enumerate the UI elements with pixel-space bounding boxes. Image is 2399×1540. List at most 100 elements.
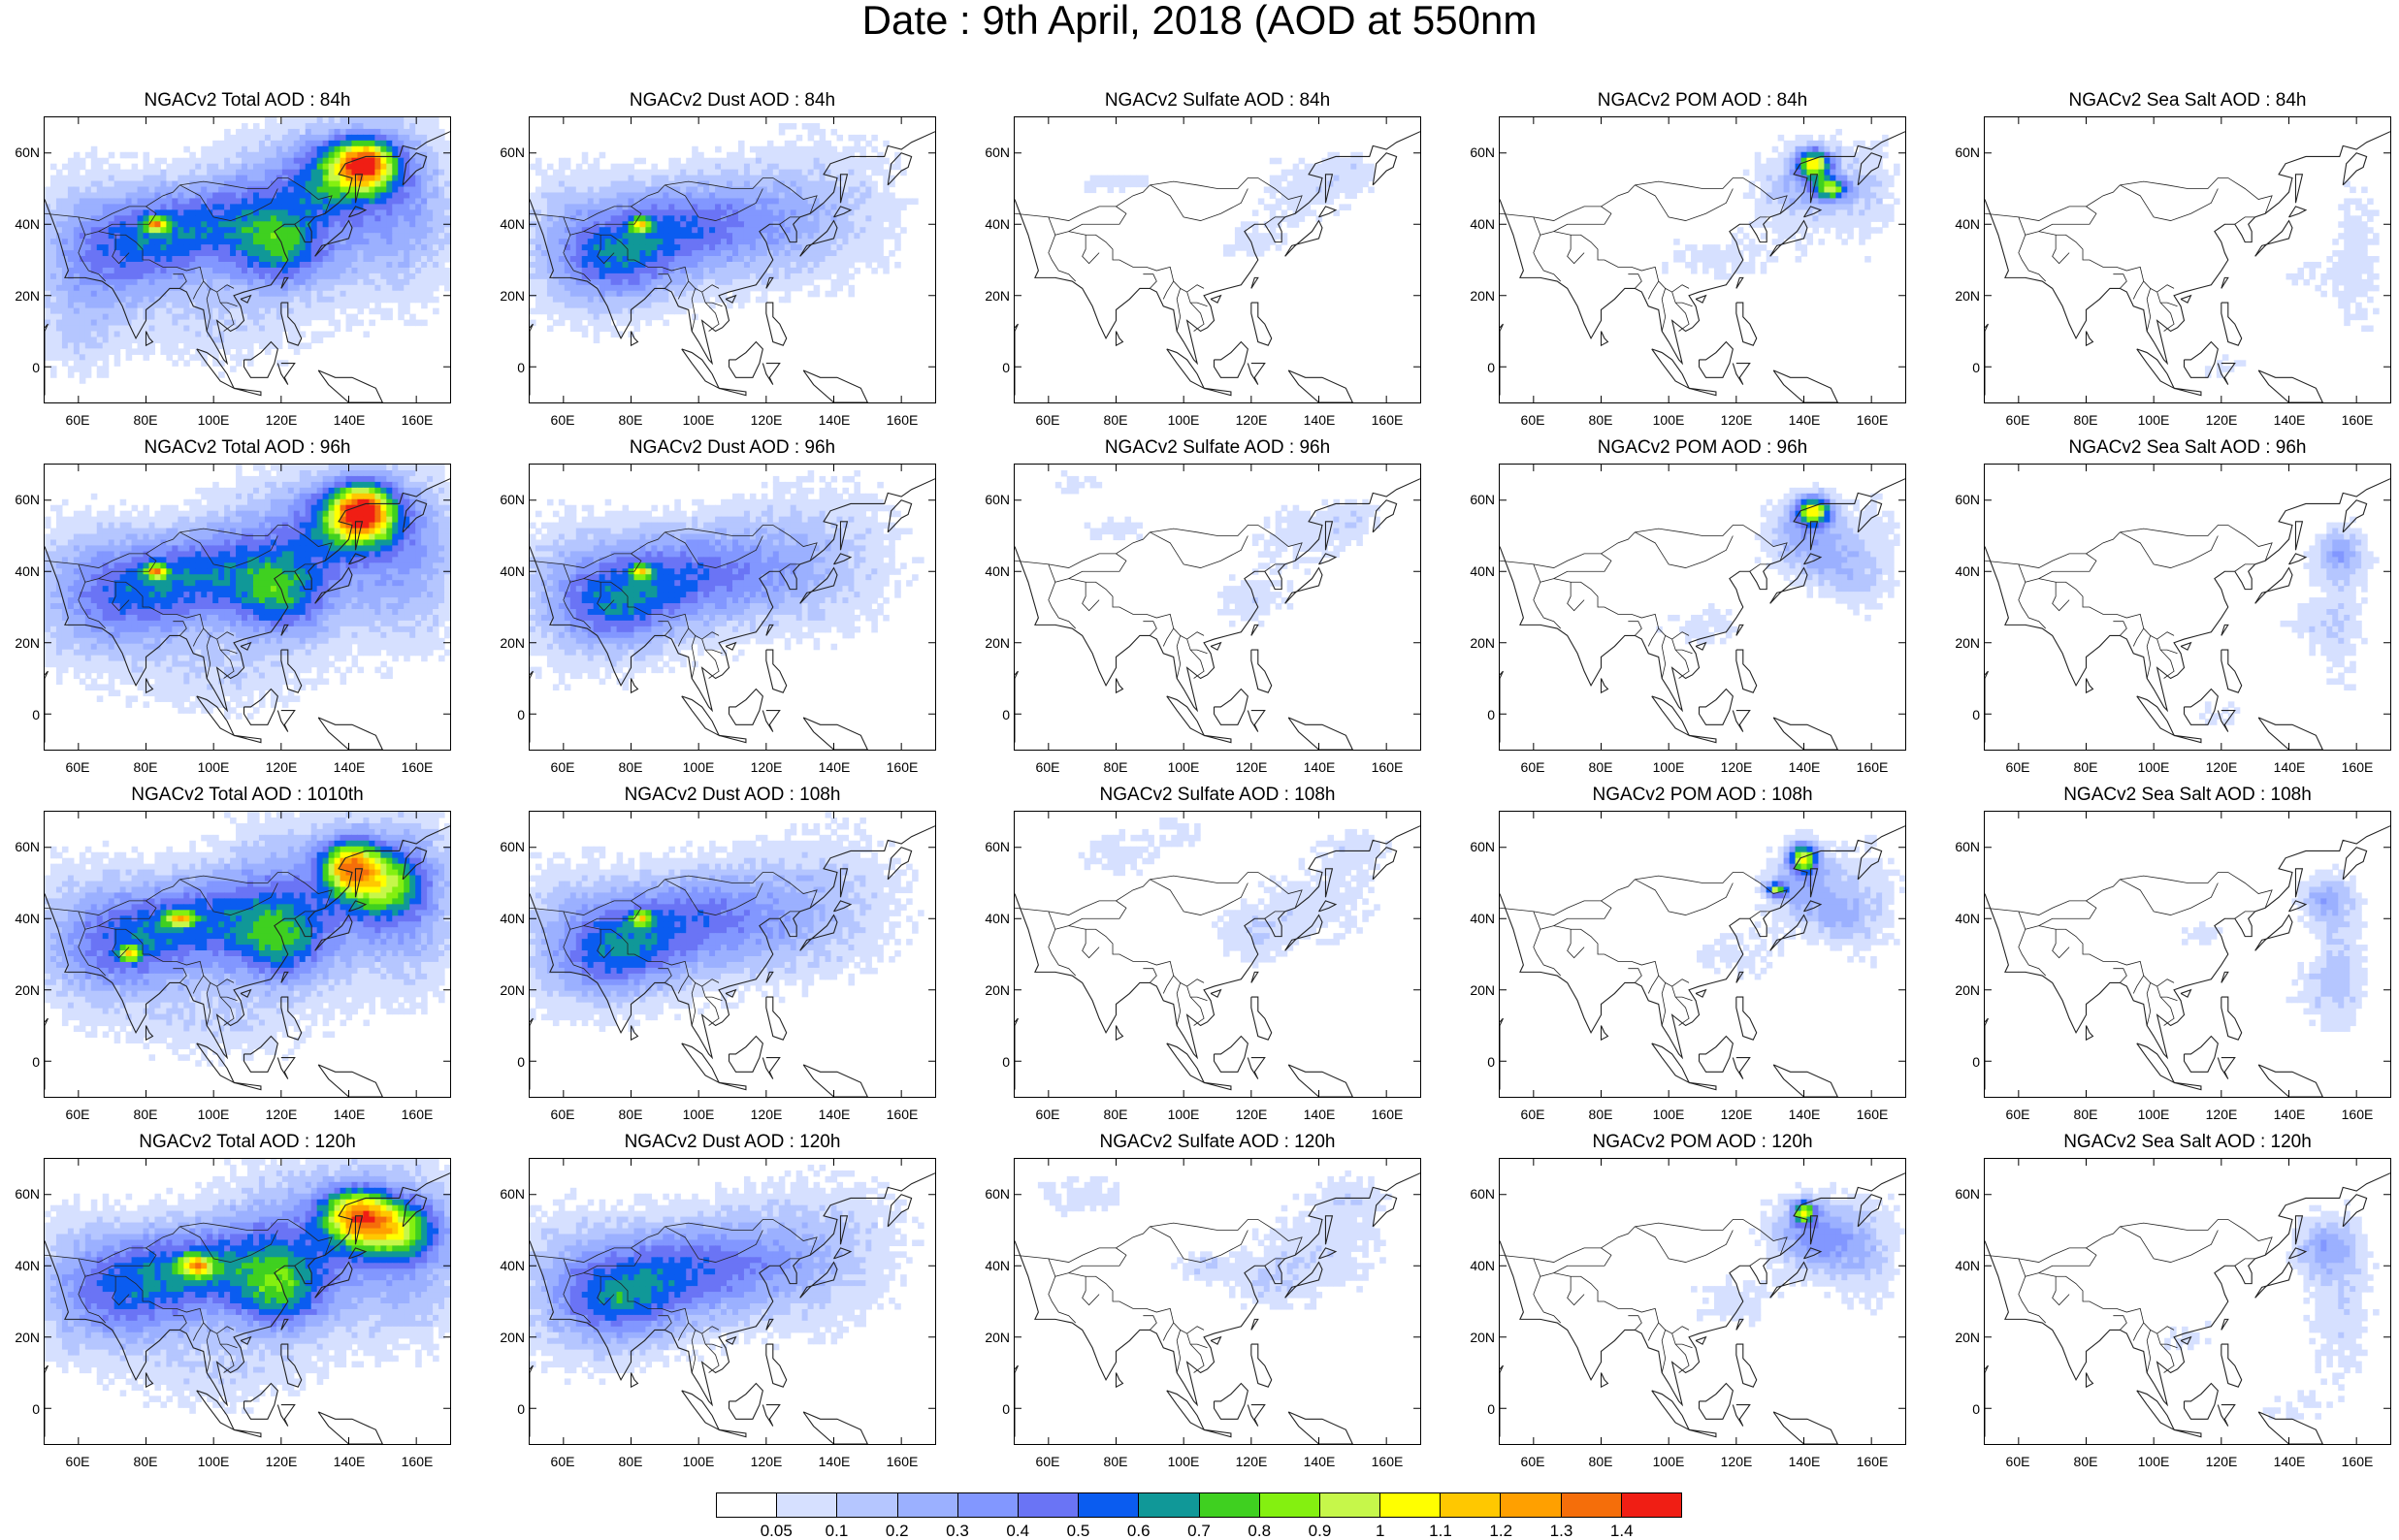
- lat-tick-label: 40N: [1941, 912, 1980, 925]
- colorbar-swatch: [957, 1493, 1019, 1517]
- axis-ticks: [530, 117, 935, 402]
- coastlines: [530, 1172, 935, 1444]
- map-canvas: [1985, 465, 2390, 750]
- aod-field: [45, 1159, 450, 1414]
- lat-tick-label: 60N: [1941, 1187, 1980, 1201]
- lon-tick-label: 80E: [2074, 1107, 2098, 1121]
- map-panel: NGACv2 Total AOD : 84h 60N 40N 20N 0 60E 80E 10…: [15, 89, 451, 448]
- lat-tick-label: 40N: [486, 564, 525, 578]
- lon-tick-label: 100E: [1653, 760, 1685, 774]
- lon-tick-label: 100E: [1168, 1107, 1200, 1121]
- lon-tick-label: 160E: [2342, 760, 2374, 774]
- aod-map: [44, 116, 451, 403]
- lon-tick-label: 160E: [1372, 1107, 1404, 1121]
- lat-tick-label: 0: [1941, 361, 1980, 374]
- map-panel: NGACv2 Sulfate AOD : 120h 60N 40N 20N 0 60E 80…: [985, 1131, 1421, 1490]
- lon-tick-label: 120E: [266, 1107, 298, 1121]
- lon-tick-label: 120E: [1236, 413, 1268, 427]
- aod-field: [45, 812, 450, 1067]
- panel-title: NGACv2 POM AOD : 96h: [1499, 436, 1906, 462]
- lat-tick-label: 20N: [1, 636, 40, 650]
- colorbar-swatch: [1079, 1493, 1140, 1517]
- lon-tick-label: 140E: [819, 760, 851, 774]
- aod-map: [1499, 464, 1906, 751]
- lat-tick-label: 20N: [1, 1331, 40, 1344]
- lat-tick-label: 60N: [971, 493, 1010, 506]
- lat-tick-label: 40N: [1456, 912, 1495, 925]
- lat-tick-label: 60N: [486, 145, 525, 159]
- map-panel: NGACv2 Sea Salt AOD : 96h 60N 40N 20N 0 60E 80…: [1955, 436, 2391, 795]
- map-canvas: [1500, 117, 1905, 402]
- lat-tick-label: 20N: [1941, 636, 1980, 650]
- map-canvas: [45, 465, 450, 750]
- lon-tick-label: 100E: [198, 760, 230, 774]
- map-canvas: [1500, 812, 1905, 1097]
- lon-tick-label: 100E: [683, 760, 715, 774]
- lon-tick-label: 60E: [2006, 1107, 2030, 1121]
- lon-tick-label: 80E: [134, 413, 158, 427]
- lat-tick-label: 40N: [971, 1259, 1010, 1272]
- lon-tick-label: 60E: [1521, 1455, 1545, 1468]
- lon-tick-label: 80E: [619, 760, 643, 774]
- lat-tick-label: 40N: [971, 912, 1010, 925]
- lon-tick-label: 60E: [1521, 413, 1545, 427]
- lat-tick-label: 60N: [1456, 840, 1495, 853]
- lon-tick-label: 100E: [2138, 413, 2170, 427]
- aod-map: [1984, 1158, 2391, 1445]
- lon-tick-label: 140E: [1789, 1455, 1821, 1468]
- lon-tick-label: 140E: [1304, 413, 1336, 427]
- lon-tick-label: 60E: [551, 1107, 575, 1121]
- lon-tick-label: 160E: [1857, 760, 1889, 774]
- lon-tick-label: 100E: [1653, 1455, 1685, 1468]
- colorbar-labels: 0.05 0.1 0.2 0.3 0.4 0.5 0.6 0.7 0.8 0.9 1 1.1 1.2 1.…: [716, 1523, 1682, 1540]
- lat-tick-label: 20N: [1941, 289, 1980, 303]
- panel-title: NGACv2 Total AOD : 1010th: [44, 784, 451, 809]
- map-panel: NGACv2 Total AOD : 96h 60N 40N 20N 0 60E 80E 10…: [15, 436, 451, 795]
- lat-tick-label: 20N: [971, 983, 1010, 997]
- panel-title: NGACv2 POM AOD : 120h: [1499, 1131, 1906, 1156]
- lat-tick-label: 0: [1, 708, 40, 722]
- lon-tick-label: 160E: [2342, 1107, 2374, 1121]
- coastlines: [45, 1172, 450, 1444]
- map-canvas: [1015, 465, 1420, 750]
- lon-tick-label: 120E: [2206, 413, 2238, 427]
- aod-field: [530, 1164, 924, 1386]
- colorbar-label: 1: [1376, 1523, 1384, 1539]
- map-canvas: [1500, 465, 1905, 750]
- lon-tick-label: 120E: [266, 1455, 298, 1468]
- axis-ticks: [530, 465, 935, 750]
- lon-tick-label: 60E: [2006, 1455, 2030, 1468]
- lon-tick-label: 80E: [619, 1107, 643, 1121]
- lat-tick-label: 0: [486, 1402, 525, 1416]
- colorbar-label: 0.3: [946, 1523, 969, 1539]
- lat-tick-label: 60N: [1941, 493, 1980, 506]
- panel-title: NGACv2 Sea Salt AOD : 120h: [1984, 1131, 2391, 1156]
- lon-tick-label: 100E: [1168, 413, 1200, 427]
- lon-tick-label: 80E: [1104, 413, 1128, 427]
- aod-map: [529, 811, 936, 1098]
- lon-tick-label: 60E: [66, 413, 90, 427]
- lon-tick-label: 140E: [1789, 413, 1821, 427]
- lon-tick-label: 60E: [1036, 1455, 1060, 1468]
- lat-tick-label: 60N: [1, 840, 40, 853]
- aod-map: [1984, 811, 2391, 1098]
- aod-field: [2198, 516, 2380, 725]
- colorbar-label: 0.6: [1127, 1523, 1151, 1539]
- lon-tick-label: 120E: [266, 413, 298, 427]
- lon-tick-label: 140E: [2274, 760, 2306, 774]
- lon-tick-label: 120E: [1721, 760, 1753, 774]
- lon-tick-label: 140E: [334, 760, 366, 774]
- panel-title: NGACv2 Sulfate AOD : 84h: [1014, 89, 1421, 114]
- panel-title: NGACv2 Sea Salt AOD : 108h: [1984, 784, 2391, 809]
- coastlines: [1015, 131, 1420, 402]
- axis-ticks: [1985, 117, 2390, 402]
- lon-tick-label: 140E: [1789, 760, 1821, 774]
- lon-tick-label: 120E: [751, 1455, 783, 1468]
- axis-ticks: [1015, 812, 1420, 1097]
- lon-tick-label: 100E: [1653, 413, 1685, 427]
- lon-tick-label: 80E: [1104, 1107, 1128, 1121]
- colorbar-label: 0.1: [826, 1523, 849, 1539]
- aod-field: [2164, 1199, 2380, 1420]
- lon-tick-label: 160E: [402, 760, 434, 774]
- lat-tick-label: 60N: [1941, 145, 1980, 159]
